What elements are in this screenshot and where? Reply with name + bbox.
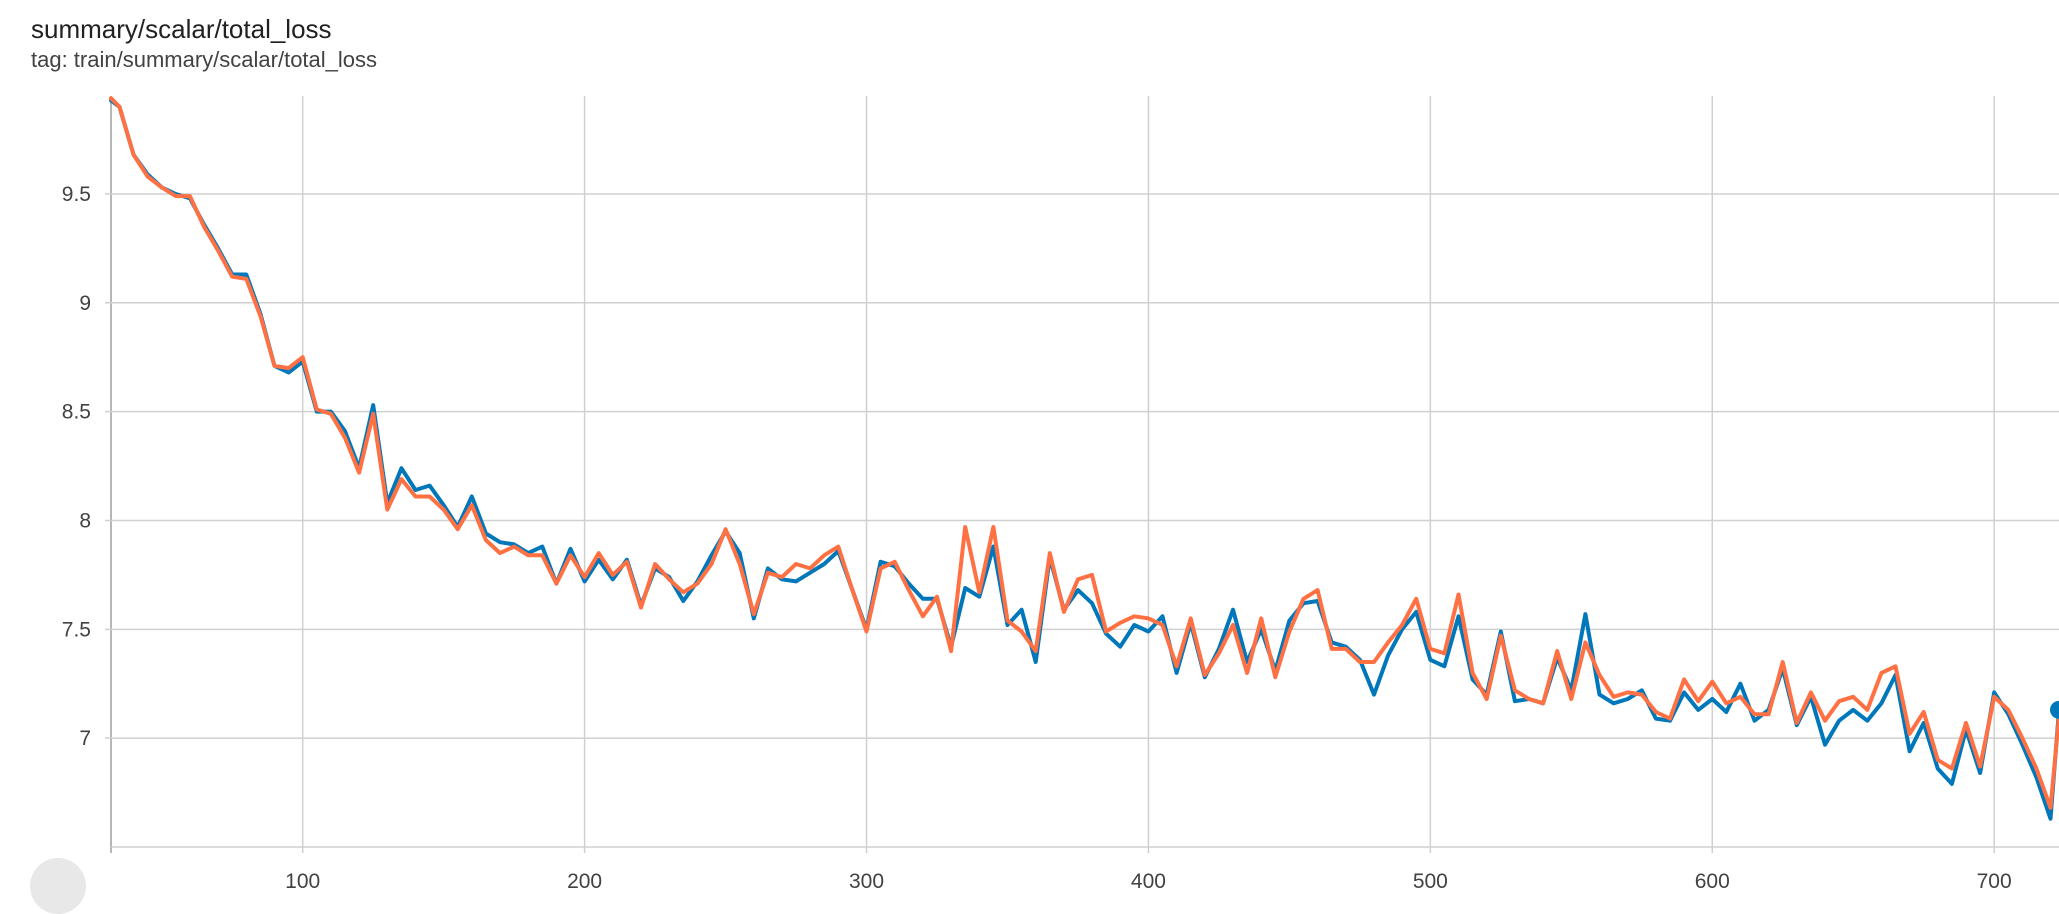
x-tick-label: 700 — [1977, 870, 2012, 893]
grid-layer — [105, 96, 2059, 853]
y-tick-label: 7.5 — [62, 618, 91, 641]
x-tick-label: 400 — [1131, 870, 1166, 893]
series-layer — [109, 96, 2059, 821]
y-tick-label: 9 — [79, 292, 91, 315]
y-tick-label: 7 — [79, 727, 91, 750]
chart-tag: tag: train/summary/scalar/total_loss — [31, 47, 378, 72]
y-tick-label: 8.5 — [62, 401, 91, 424]
chart-header: summary/scalar/total_loss tag: train/sum… — [31, 12, 377, 74]
tick-labels: 100 200 300 400 500 600 700 7 7.5 8 8.5 9 9.5 — [62, 183, 2012, 893]
x-tick-label: 200 — [567, 870, 602, 893]
x-tick-label: 500 — [1413, 870, 1448, 893]
y-tick-label: 9.5 — [62, 183, 91, 206]
chart-title: summary/scalar/total_loss — [31, 14, 332, 44]
series-line-1[interactable] — [109, 98, 2059, 821]
series-endpoint-marker[interactable] — [2050, 700, 2059, 719]
series-line-2[interactable] — [109, 96, 2059, 810]
x-tick-label: 100 — [285, 870, 320, 893]
x-tick-label: 300 — [849, 870, 884, 893]
avatar[interactable] — [30, 858, 86, 914]
x-tick-label: 600 — [1695, 870, 1730, 893]
y-tick-label: 8 — [79, 509, 91, 532]
